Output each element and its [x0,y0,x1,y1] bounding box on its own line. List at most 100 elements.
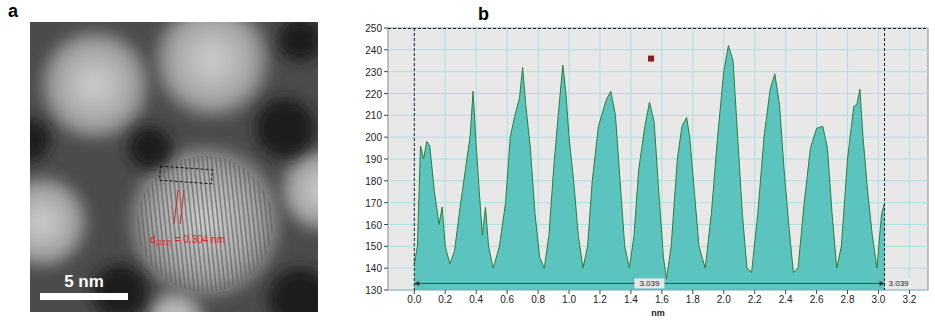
fringe [126,148,144,312]
figure: d(222) = 0.304 nm5 nma3.0393.03913014015… [0,0,935,321]
scale-bar [40,293,128,300]
d-subscript: (222) [156,239,172,247]
x-tick-label: 1.0 [562,294,576,305]
tick [384,71,388,72]
x-tick-label: 2.0 [717,294,731,305]
x-tick-label: 0.6 [500,294,514,305]
fringe [205,140,223,309]
x-tick-label: 2.6 [810,294,824,305]
x-tick-label: 3.2 [902,294,916,305]
fringe [152,145,170,312]
y-tick-label: 240 [365,45,382,56]
y-tick-label: 140 [365,263,382,274]
grid-line [388,93,928,94]
fringe [157,145,175,312]
x-axis-title: nm [651,308,665,318]
tick [384,159,388,160]
x-tick-label: 3.0 [872,294,886,305]
y-tick-label: 180 [365,176,382,187]
fringe [209,139,227,308]
tick [384,49,388,50]
x-tick-label: 1.6 [655,294,669,305]
y-tick-label: 160 [365,220,382,231]
x-tick-label: 2.2 [748,294,762,305]
fringe [161,144,179,312]
x-tick-label: 1.4 [624,294,638,305]
dark-region [255,98,315,158]
fringe [187,141,205,310]
particle [30,176,88,268]
profile-line [414,45,884,279]
grid-line [388,49,928,50]
tick [384,137,388,138]
tick [384,28,388,29]
x-tick-label: 0.4 [469,294,483,305]
fringe [266,133,284,302]
fringe [166,144,184,312]
measure-label: 3.039 [889,279,910,288]
x-tick-label: 2.8 [841,294,855,305]
cursor-line [414,28,415,290]
y-tick-label: 190 [365,154,382,165]
y-tick-label: 150 [365,241,382,252]
fringe [240,136,258,305]
d-spacing-label: d(222) = 0.304 nm [150,234,225,247]
fringe [218,138,236,307]
micrograph [30,22,318,312]
fringe [249,135,267,304]
fringe [148,146,166,312]
top-border [388,28,928,29]
label-patch [634,278,664,288]
label-patch [887,278,913,288]
fringe [196,140,214,309]
x-tick-label: 1.8 [686,294,700,305]
x-tick-label: 1.2 [593,294,607,305]
particle [40,30,150,140]
tick [384,115,388,116]
dark-region [278,22,318,62]
measure-label: 3.039 [639,279,660,288]
fringe [117,149,135,312]
fringe [236,136,254,305]
fringe [139,146,157,312]
profile-fill [414,45,884,290]
y-tick-label: 130 [365,285,382,296]
dark-region [30,118,50,162]
fringe [244,135,262,304]
fringe [262,134,280,303]
tick [384,290,388,291]
cursor-line [884,28,885,290]
fringe [231,137,249,306]
tick [384,202,388,203]
y-tick-label: 220 [365,89,382,100]
panel-label: b [478,4,489,24]
fringe [122,148,140,312]
grid-line [630,28,631,290]
tick [384,224,388,225]
tick [384,93,388,94]
y-tick-label: 170 [365,198,382,209]
lattice-fringes [117,132,292,312]
grid-line [414,28,415,290]
plot-area [388,28,928,290]
grid-line [388,28,928,29]
x-tick-label: 0.2 [438,294,452,305]
particle [145,290,205,312]
x-tick-label: 0.0 [407,294,421,305]
profile-box [160,166,213,184]
tick [384,180,388,181]
grid-line [388,137,928,138]
fringe [192,141,210,310]
marker-point [648,56,654,62]
d-value: = 0.304 nm [172,234,225,245]
particle [280,148,318,232]
grid-line [909,28,910,290]
plot-marks [388,28,928,290]
y-tick-label: 200 [365,132,382,143]
fringe [135,147,153,312]
fringe [257,134,275,303]
fringe [131,147,149,312]
fringe [253,134,271,303]
grid-line [388,115,928,116]
fringe [144,146,162,312]
